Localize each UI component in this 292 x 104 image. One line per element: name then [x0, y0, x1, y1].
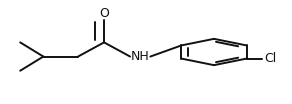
Text: O: O [99, 7, 109, 20]
Text: Cl: Cl [264, 52, 276, 65]
Text: NH: NH [131, 50, 150, 63]
